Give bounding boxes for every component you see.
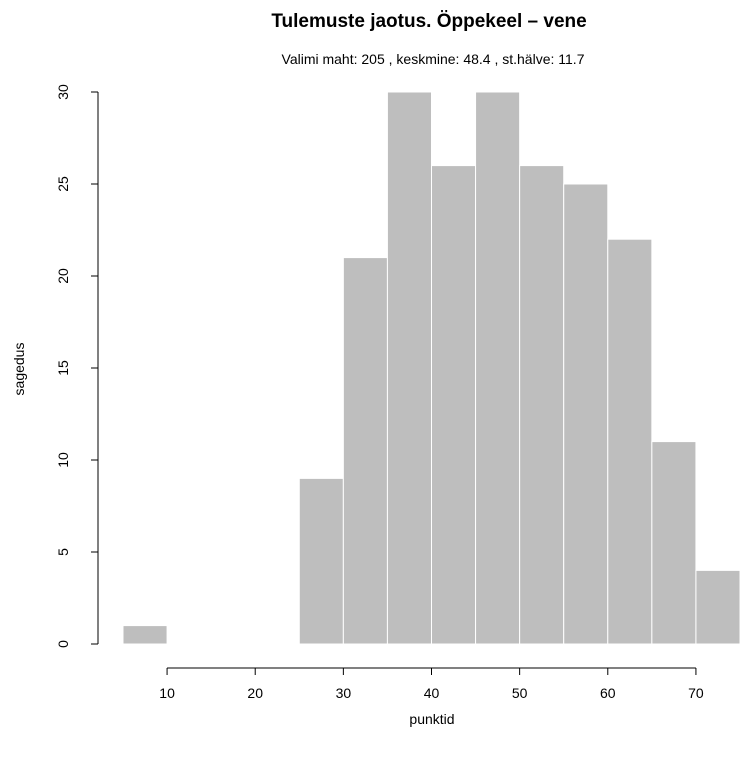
- histogram-bar: [695, 569, 740, 645]
- histogram-bar: [342, 257, 388, 645]
- y-tick-label: 25: [55, 176, 71, 192]
- y-tick-label: 5: [55, 548, 71, 556]
- y-axis: 0 5 10 15 20 25 30: [55, 84, 99, 648]
- histogram-bar: [431, 165, 477, 645]
- y-tick-label: 10: [55, 452, 71, 468]
- x-tick-label: 50: [512, 685, 528, 701]
- x-tick-label: 10: [159, 685, 175, 701]
- x-tick-label: 60: [600, 685, 616, 701]
- histogram-bar: [563, 183, 609, 645]
- x-tick-label: 70: [688, 685, 704, 701]
- x-tick-label: 20: [247, 685, 263, 701]
- y-tick-label: 0: [55, 640, 71, 648]
- histogram-bar: [122, 625, 168, 645]
- x-tick-label: 30: [336, 685, 352, 701]
- y-tick-label: 30: [55, 84, 71, 100]
- y-tick-label: 15: [55, 360, 71, 376]
- histogram-bar: [386, 91, 432, 645]
- histogram-bar: [475, 91, 521, 645]
- y-axis-label: sagedus: [11, 343, 27, 396]
- y-tick-label: 20: [55, 268, 71, 284]
- histogram-bar: [607, 238, 653, 645]
- x-axis-label: punktid: [409, 711, 454, 727]
- x-axis: 10 20 30 40 50 60 70: [159, 667, 704, 701]
- histogram-bar: [519, 165, 565, 645]
- histogram-bar: [298, 477, 344, 645]
- chart-subtitle: Valimi maht: 205 , keskmine: 48.4 , st.h…: [282, 51, 585, 67]
- histogram-bar: [651, 441, 697, 645]
- x-tick-label: 40: [424, 685, 440, 701]
- chart-title: Tulemuste jaotus. Öppekeel – vene: [271, 11, 586, 32]
- bars-group: [122, 91, 740, 645]
